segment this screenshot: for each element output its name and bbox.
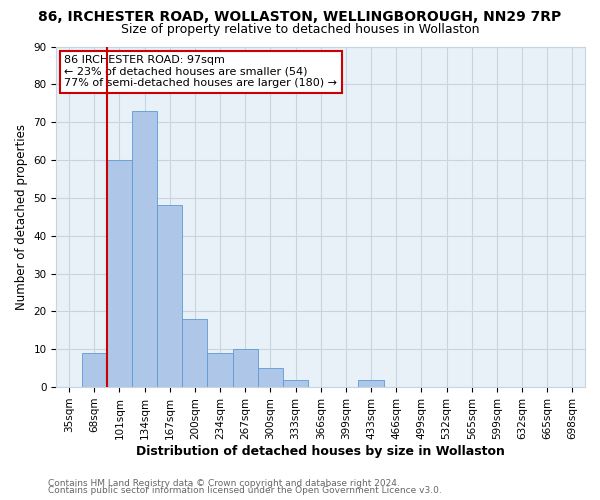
Bar (233, 350, 258, 387)
Bar (107, 160, 132, 387)
Bar (208, 353, 233, 387)
Bar (132, 111, 157, 387)
X-axis label: Distribution of detached houses by size in Wollaston: Distribution of detached houses by size … (136, 444, 505, 458)
Y-axis label: Number of detached properties: Number of detached properties (15, 124, 28, 310)
Bar (157, 206, 182, 387)
Text: Size of property relative to detached houses in Wollaston: Size of property relative to detached ho… (121, 22, 479, 36)
Bar (182, 319, 208, 387)
Bar (258, 368, 283, 387)
Text: Contains public sector information licensed under the Open Government Licence v3: Contains public sector information licen… (48, 486, 442, 495)
Text: Contains HM Land Registry data © Crown copyright and database right 2024.: Contains HM Land Registry data © Crown c… (48, 478, 400, 488)
Bar (358, 380, 383, 387)
Text: 86 IRCHESTER ROAD: 97sqm
← 23% of detached houses are smaller (54)
77% of semi-d: 86 IRCHESTER ROAD: 97sqm ← 23% of detach… (64, 55, 337, 88)
Bar (82, 353, 107, 387)
Bar (283, 380, 308, 387)
Text: 86, IRCHESTER ROAD, WOLLASTON, WELLINGBOROUGH, NN29 7RP: 86, IRCHESTER ROAD, WOLLASTON, WELLINGBO… (38, 10, 562, 24)
